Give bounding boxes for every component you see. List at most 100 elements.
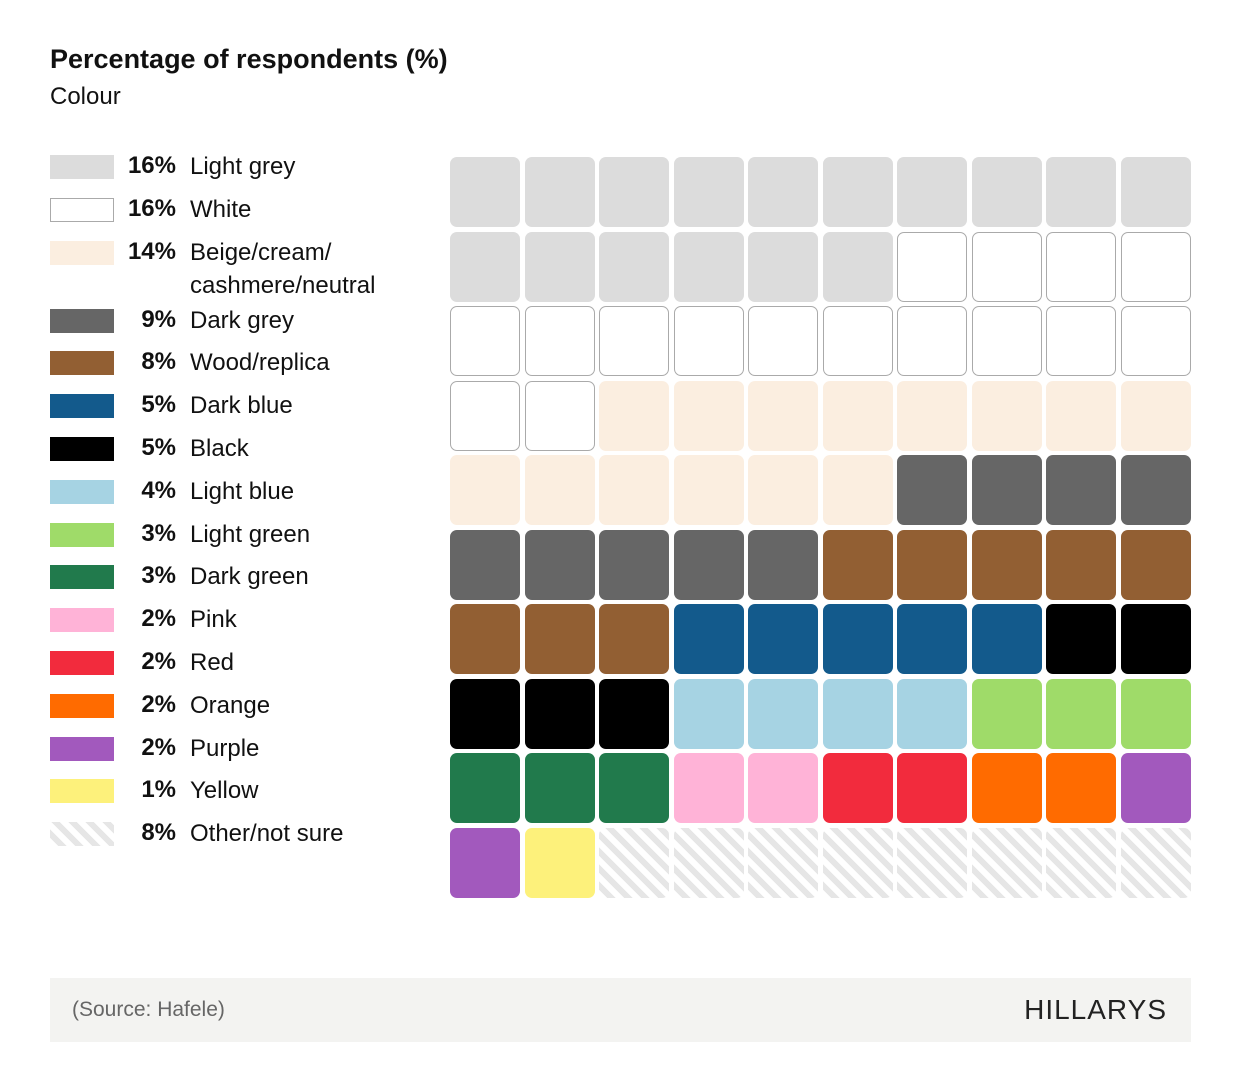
legend-percent: 2% (141, 690, 176, 718)
waffle-cell (897, 306, 967, 376)
waffle-cell (1120, 455, 1191, 525)
waffle-cell (822, 231, 893, 302)
waffle-cell (971, 157, 1042, 227)
legend-label: Beige/cream/ cashmere/neutral (190, 238, 376, 299)
legend-swatch (50, 608, 114, 633)
legend-swatch (50, 155, 114, 179)
waffle-cell (1046, 455, 1116, 525)
waffle-cell (897, 157, 967, 227)
waffle-cell (450, 529, 520, 600)
legend-item: 16% White (50, 195, 430, 238)
waffle-cell (971, 529, 1042, 600)
waffle-cell (599, 529, 669, 600)
waffle-cell (450, 455, 520, 525)
legend-label: Dark green (190, 563, 309, 591)
legend-percent: 2% (141, 733, 176, 761)
waffle-cell (971, 231, 1042, 302)
legend-percent: 5% (141, 391, 176, 419)
waffle-cell (748, 306, 818, 376)
waffle-cell (822, 827, 893, 898)
waffle-cell (524, 678, 595, 749)
waffle-cell (524, 753, 595, 823)
legend-label: Red (190, 648, 235, 676)
legend-swatch (50, 351, 114, 376)
legend-item: 3% Dark green (50, 562, 430, 605)
waffle-cell (971, 604, 1042, 674)
waffle-cell (822, 455, 893, 525)
legend-label: Orange (190, 691, 271, 719)
waffle-cell (673, 753, 744, 823)
waffle-cell (822, 306, 893, 376)
waffle-cell (1046, 306, 1116, 376)
legend-swatch (50, 522, 114, 547)
waffle-cell (524, 827, 595, 898)
legend-percent: 3% (141, 519, 176, 547)
waffle-cell (1046, 678, 1116, 749)
waffle-cell (971, 753, 1042, 823)
waffle-cell (599, 604, 669, 674)
legend: 16% Light grey 16% White 14% Beige/cream/ cas… (50, 152, 430, 862)
legend-swatch (50, 650, 114, 675)
legend-percent: 8% (141, 819, 176, 847)
waffle-cell (748, 604, 818, 674)
legend-swatch (50, 436, 114, 461)
waffle-cell (524, 380, 595, 451)
legend-item: 8% Wood/replica (50, 348, 430, 391)
legend-swatch (50, 197, 114, 222)
waffle-cell (599, 753, 669, 823)
waffle-cell (1120, 306, 1191, 376)
legend-label: Dark blue (190, 392, 293, 420)
waffle-cell (971, 827, 1042, 898)
legend-swatch (50, 565, 114, 590)
legend-percent: 5% (141, 433, 176, 461)
waffle-cell (748, 231, 818, 302)
waffle-cell (748, 529, 818, 600)
footer: (Source: Hafele) HILLARYS (50, 978, 1191, 1042)
waffle-cell (524, 455, 595, 525)
waffle-cell (599, 157, 669, 227)
waffle-cell (1046, 529, 1116, 600)
waffle-cell (748, 678, 818, 749)
waffle-cell (1120, 753, 1191, 823)
waffle-cell (450, 380, 520, 451)
waffle-cell (748, 380, 818, 451)
legend-item: 2% Pink (50, 605, 430, 648)
legend-item: 5% Black (50, 434, 430, 477)
waffle-cell (1120, 827, 1191, 898)
waffle-cell (450, 157, 520, 227)
waffle-cell (1120, 380, 1191, 451)
waffle-cell (748, 827, 818, 898)
waffle-cell (673, 306, 744, 376)
waffle-cell (748, 753, 818, 823)
hillarys-logo: HILLARYS (1024, 994, 1167, 1025)
legend-item: 2% Purple (50, 734, 430, 777)
waffle-cell (599, 231, 669, 302)
waffle-cell (897, 678, 967, 749)
waffle-cell (450, 753, 520, 823)
legend-label: White (190, 195, 252, 223)
waffle-cell (1120, 678, 1191, 749)
waffle-cell (599, 678, 669, 749)
waffle-cell (1120, 529, 1191, 600)
legend-percent: 1% (141, 776, 176, 804)
legend-item: 3% Light green (50, 520, 430, 563)
legend-swatch (50, 779, 114, 804)
waffle-cell (524, 529, 595, 600)
waffle-cell (524, 306, 595, 376)
chart-title: Percentage of respondents (%) (50, 44, 448, 74)
waffle-cell (897, 604, 967, 674)
waffle-cell (673, 827, 744, 898)
waffle-cell (971, 455, 1042, 525)
waffle-cell (897, 455, 967, 525)
waffle-cell (897, 753, 967, 823)
legend-swatch (50, 394, 114, 419)
waffle-cell (599, 455, 669, 525)
legend-swatch (50, 479, 114, 504)
waffle-cell (1120, 231, 1191, 302)
waffle-cell (673, 604, 744, 674)
waffle-cell (524, 604, 595, 674)
waffle-grid (450, 157, 1192, 899)
legend-item: 16% Light grey (50, 152, 430, 195)
legend-swatch (50, 693, 114, 718)
